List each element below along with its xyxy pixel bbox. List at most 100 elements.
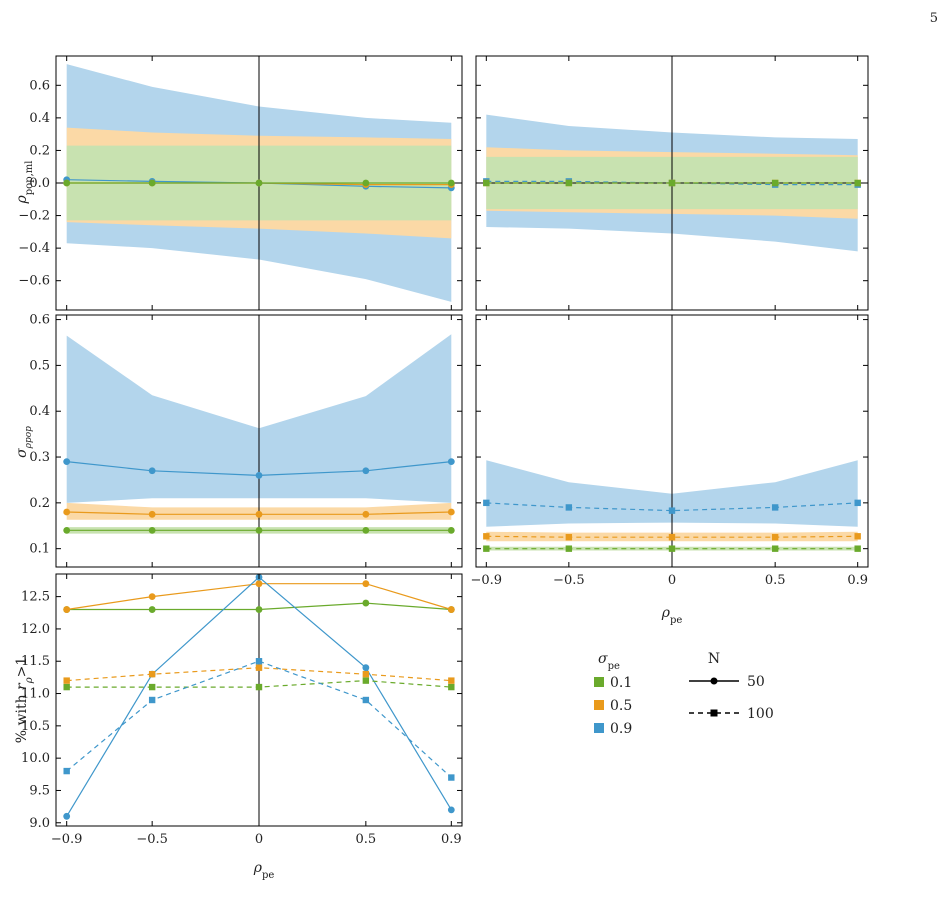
- legend-label-50: 50: [747, 674, 765, 690]
- point-sigma-N100-sigma-0.1-2: [668, 545, 676, 552]
- series-line-pct-sigma-0.9-n100: [66, 660, 452, 778]
- point-sigma-N50-sigma-0.5-2: [255, 510, 263, 518]
- point-pct-sigma-0.9-n100-1: [148, 696, 156, 704]
- point-sigma-N100-sigma-0.1-0: [483, 545, 490, 552]
- point-sigma-N100-sigma-0.5-1: [565, 534, 573, 541]
- ytick-label-rho-N50-0: −0.6: [18, 274, 50, 289]
- point-sigma-N100-sigma-0.5-4: [854, 533, 861, 540]
- ylabel-sigma-sub: ρpop: [24, 426, 34, 449]
- band-sigma-N50-sigma-0.9: [66, 334, 452, 503]
- point-sigma-N50-sigma-0.1-4: [447, 526, 455, 534]
- point-pct-sigma-0.9-n50-3: [362, 664, 370, 672]
- ytick-label-pct-1: 9.5: [29, 783, 50, 798]
- point-sigma-N100-sigma-0.1-4: [854, 545, 861, 552]
- xlabel-bottom-sub: pe: [262, 870, 274, 881]
- ylabel-percent-sub: ρ: [24, 677, 35, 684]
- point-sigma-N50-sigma-0.5-4: [447, 508, 455, 516]
- point-pct-sigma-0.1-n50-1: [148, 606, 156, 613]
- point-sigma-N50-sigma-0.9-4: [447, 458, 455, 466]
- point-pct-sigma-0.9-n100-0: [63, 767, 70, 775]
- legend-label-0.1: 0.1: [610, 675, 632, 691]
- xtick-label-pct-4: 0.9: [441, 832, 462, 847]
- xtick-label-pct-0: −0.9: [51, 832, 83, 847]
- page-number: 5: [930, 11, 938, 26]
- ytick-label-pct-3: 10.5: [21, 719, 50, 734]
- point-rho-N100-sigma-0.1-0: [483, 179, 490, 187]
- point-pct-sigma-0.9-n100-3: [362, 696, 370, 704]
- ylabel-percent-r: r: [14, 682, 30, 690]
- ylabel-rho-main: ρ: [14, 194, 30, 204]
- ytick-label-rho-N50-3: 0.0: [29, 176, 50, 191]
- series-line-sigma-N100-sigma-0.9: [486, 502, 858, 512]
- point-sigma-N50-sigma-0.1-1: [148, 526, 156, 534]
- legend-sigma-title-main: σ: [598, 651, 608, 667]
- ytick-label-sigma-N50-5: 0.6: [29, 313, 50, 328]
- legend-marker-circle: [710, 677, 718, 685]
- point-rho-N100-sigma-0.1-3: [771, 179, 779, 187]
- ytick-label-rho-N50-1: −0.4: [18, 241, 50, 256]
- point-sigma-N50-sigma-0.9-3: [362, 467, 370, 475]
- xtick-label-sigma-N100-3: 0.5: [765, 573, 786, 588]
- ylabel-percent: % with rρ>1: [14, 657, 35, 744]
- series-line-sigma-N100-sigma-0.5: [486, 535, 858, 538]
- xlabel-right-main: ρ: [661, 605, 671, 621]
- point-sigma-N100-sigma-0.9-4: [854, 499, 861, 507]
- ytick-label-rho-N50-5: 0.4: [29, 111, 50, 126]
- ytick-label-rho-N50-2: −0.2: [18, 209, 50, 224]
- xtick-label-pct-1: −0.5: [136, 832, 168, 847]
- point-pct-sigma-0.5-n50-0: [63, 606, 71, 613]
- ytick-label-pct-6: 12.0: [21, 622, 50, 637]
- point-pct-sigma-0.1-n100-4: [448, 683, 455, 691]
- point-pct-sigma-0.5-n100-4: [448, 677, 455, 684]
- xlabel-right: ρpe: [661, 605, 683, 626]
- xtick-label-sigma-N100-0: −0.9: [471, 573, 503, 588]
- series-line-rho-N100-sigma-0.9: [486, 180, 858, 186]
- point-sigma-N50-sigma-0.9-0: [63, 458, 71, 466]
- band-sigma-N100-sigma-0.9: [486, 460, 858, 527]
- ytick-label-rho-N50-6: 0.6: [29, 78, 50, 93]
- ylabel-sigma: σρpop: [14, 426, 34, 458]
- point-pct-sigma-0.9-n50-0: [63, 812, 71, 820]
- point-rho-N50-sigma-0.1-4: [447, 179, 455, 187]
- ytick-label-pct-4: 11.0: [21, 687, 50, 702]
- point-sigma-N50-sigma-0.1-3: [362, 526, 370, 534]
- point-sigma-N100-sigma-0.5-3: [771, 534, 779, 541]
- legend-label-0.9: 0.9: [610, 721, 632, 737]
- point-sigma-N100-sigma-0.9-1: [565, 504, 573, 511]
- xtick-label-pct-2: 0: [255, 832, 263, 847]
- legend-sigma-title: σpe: [598, 651, 620, 672]
- point-pct-sigma-0.1-n50-3: [362, 599, 370, 607]
- ytick-label-sigma-N50-2: 0.3: [29, 450, 50, 465]
- point-rho-N100-sigma-0.1-4: [854, 179, 861, 187]
- ytick-label-sigma-N50-4: 0.5: [29, 358, 50, 373]
- xtick-label-pct-3: 0.5: [355, 832, 376, 847]
- point-pct-sigma-0.9-n50-4: [447, 806, 455, 814]
- point-rho-N50-sigma-0.1-1: [148, 179, 156, 187]
- ytick-label-pct-0: 9.0: [29, 816, 50, 831]
- point-pct-sigma-0.5-n50-3: [362, 580, 370, 588]
- ylabel-rho-sub: pop,ml: [24, 161, 35, 196]
- point-pct-sigma-0.5-n100-3: [362, 670, 370, 678]
- ytick-label-sigma-N50-0: 0.1: [29, 542, 50, 557]
- point-rho-N50-sigma-0.1-0: [63, 179, 71, 187]
- point-sigma-N50-sigma-0.1-2: [255, 526, 263, 534]
- point-pct-sigma-0.1-n50-2: [255, 606, 263, 613]
- panel-rho-n100: [475, 55, 869, 311]
- point-sigma-N100-sigma-0.5-0: [483, 533, 490, 540]
- panel-sigma-n100: −0.9 −0.5 0 0.5 0.9: [471, 314, 869, 588]
- ytick-label-pct-7: 12.5: [21, 590, 50, 605]
- panel-rho-n50: −0.6 −0.4 −0.2 0.0 0.2 0.4 0.6: [18, 55, 463, 311]
- ylabel-percent-main: % with: [14, 690, 30, 743]
- legend-sigma-title-sub: pe: [608, 661, 620, 672]
- point-sigma-N50-sigma-0.5-3: [362, 510, 370, 518]
- ylabel-rho: ρpop,ml: [14, 161, 35, 205]
- ytick-label-rho-N50-4: 0.2: [29, 143, 50, 158]
- panel-percent: 9.0 9.5 10.0 10.5 11.0 11.5 12.0 12.5 −0.9 −0.5 0 0…: [21, 573, 463, 847]
- xtick-label-sigma-N100-4: 0.9: [847, 573, 868, 588]
- point-pct-sigma-0.5-n50-4: [447, 606, 455, 613]
- point-sigma-N100-sigma-0.1-3: [771, 545, 779, 552]
- legend-swatch-0.5: [594, 700, 604, 710]
- xtick-label-sigma-N100-1: −0.5: [553, 573, 585, 588]
- point-sigma-N100-sigma-0.9-0: [483, 499, 490, 507]
- legend-marker-square: [710, 709, 718, 717]
